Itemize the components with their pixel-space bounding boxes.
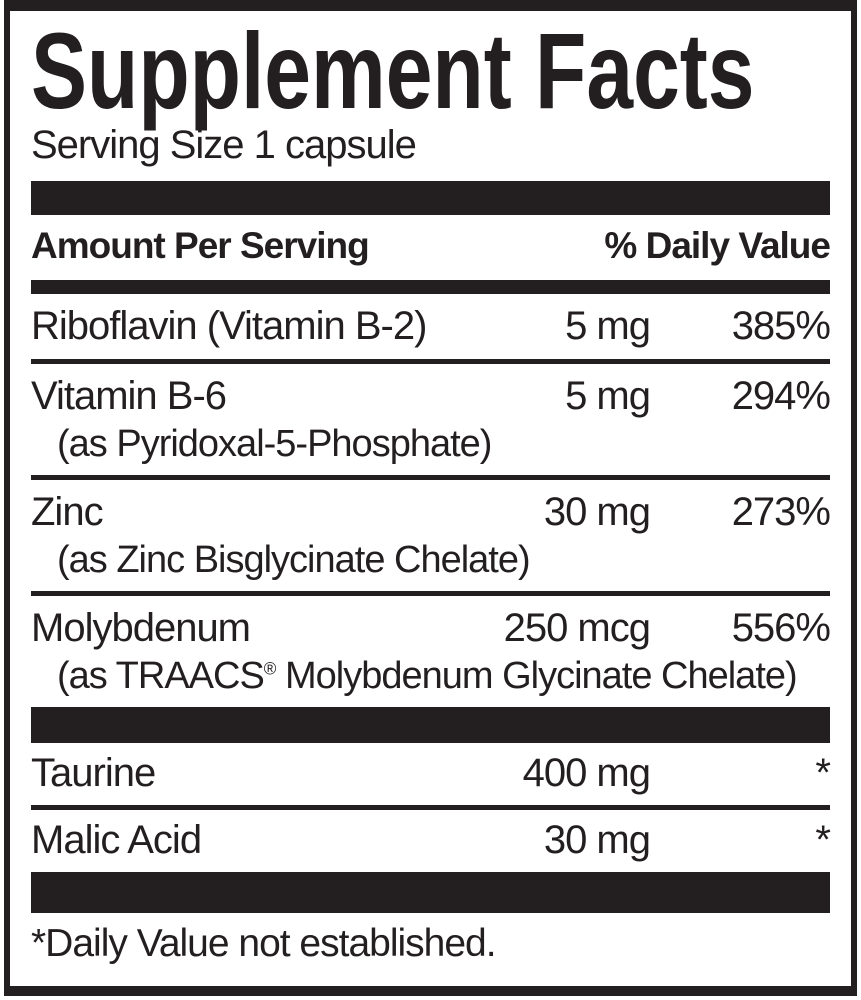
separator-bar-other-ingredients — [31, 707, 830, 743]
nutrient-row-main: Taurine 400 mg * — [31, 749, 831, 797]
nutrient-amount: 250 mcg — [503, 606, 651, 650]
daily-value-header: % Daily Value — [604, 225, 831, 266]
nutrient-amount: 5 mg — [565, 374, 651, 418]
nutrient-name: Vitamin B-6 — [31, 374, 227, 418]
amount-per-serving-header: Amount Per Serving — [31, 225, 370, 266]
nutrient-row-main: Malic Acid 30 mg * — [31, 816, 831, 864]
nutrient-dv: * — [815, 751, 831, 795]
nutrient-dv: 385% — [731, 304, 831, 348]
nutrient-amount: 5 mg — [565, 304, 651, 348]
registered-trademark-symbol: ® — [263, 659, 277, 679]
panel-content: Supplement Facts Serving Size 1 capsule … — [10, 11, 851, 967]
column-header-row: Amount Per Serving % Daily Value — [31, 224, 831, 268]
nutrient-detail-suffix: Molybdenum Glycinate Chelate) — [275, 655, 798, 697]
nutrient-name: Zinc — [31, 490, 104, 534]
nutrient-detail: (as Pyridoxal-5-Phosphate) — [57, 423, 492, 465]
nutrient-amount: 400 mg — [522, 751, 651, 795]
nutrient-name: Malic Acid — [31, 818, 202, 862]
nutrient-name: Taurine — [31, 751, 156, 795]
serving-size-text: Serving Size 1 capsule — [31, 123, 417, 167]
nutrient-dv: 556% — [731, 606, 831, 650]
nutrient-detail: (as TRAACS® Molybdenum Glycinate Chelate… — [31, 654, 830, 698]
nutrient-row-main: Zinc 30 mg 273% — [31, 488, 831, 536]
nutrient-row-vitamin-b6: Vitamin B-6 5 mg 294% (as Pyridoxal-5-Ph… — [31, 359, 831, 475]
nutrient-row-main: Riboflavin (Vitamin B-2) 5 mg 385% — [31, 302, 831, 350]
nutrient-row-main: Molybdenum 250 mcg 556% — [31, 604, 831, 652]
nutrient-amount: 30 mg — [543, 818, 651, 862]
separator-bar-footnote — [31, 872, 830, 913]
nutrient-row-riboflavin: Riboflavin (Vitamin B-2) 5 mg 385% — [31, 294, 831, 359]
nutrient-detail: (as Zinc Bisglycinate Chelate) — [57, 539, 531, 581]
nutrient-name: Riboflavin (Vitamin B-2) — [31, 304, 427, 348]
nutrient-row-main: Vitamin B-6 5 mg 294% — [31, 372, 831, 420]
nutrient-detail-prefix: (as TRAACS — [57, 655, 265, 697]
other-ingredients-group: Taurine 400 mg * Malic Acid 30 mg * — [31, 743, 831, 872]
nutrient-row-malic-acid: Malic Acid 30 mg * — [31, 805, 831, 872]
separator-bar-top — [31, 181, 830, 215]
nutrient-row-taurine: Taurine 400 mg * — [31, 743, 831, 805]
supplement-facts-panel: Supplement Facts Serving Size 1 capsule … — [4, 0, 857, 996]
nutrient-row-zinc: Zinc 30 mg 273% (as Zinc Bisglycinate Ch… — [31, 475, 831, 591]
nutrient-row-molybdenum: Molybdenum 250 mcg 556% (as TRAACS® Moly… — [31, 591, 831, 707]
nutrient-dv: * — [815, 818, 831, 862]
vitamin-mineral-group: Riboflavin (Vitamin B-2) 5 mg 385% Vitam… — [31, 294, 831, 707]
nutrient-dv: 273% — [731, 490, 831, 534]
nutrient-amount: 30 mg — [543, 490, 651, 534]
panel-title: Supplement Facts — [31, 10, 755, 131]
nutrient-name: Molybdenum — [31, 606, 251, 650]
nutrient-dv: 294% — [731, 374, 831, 418]
daily-value-footnote: *Daily Value not established. — [31, 922, 497, 965]
separator-bar-header — [31, 280, 830, 294]
